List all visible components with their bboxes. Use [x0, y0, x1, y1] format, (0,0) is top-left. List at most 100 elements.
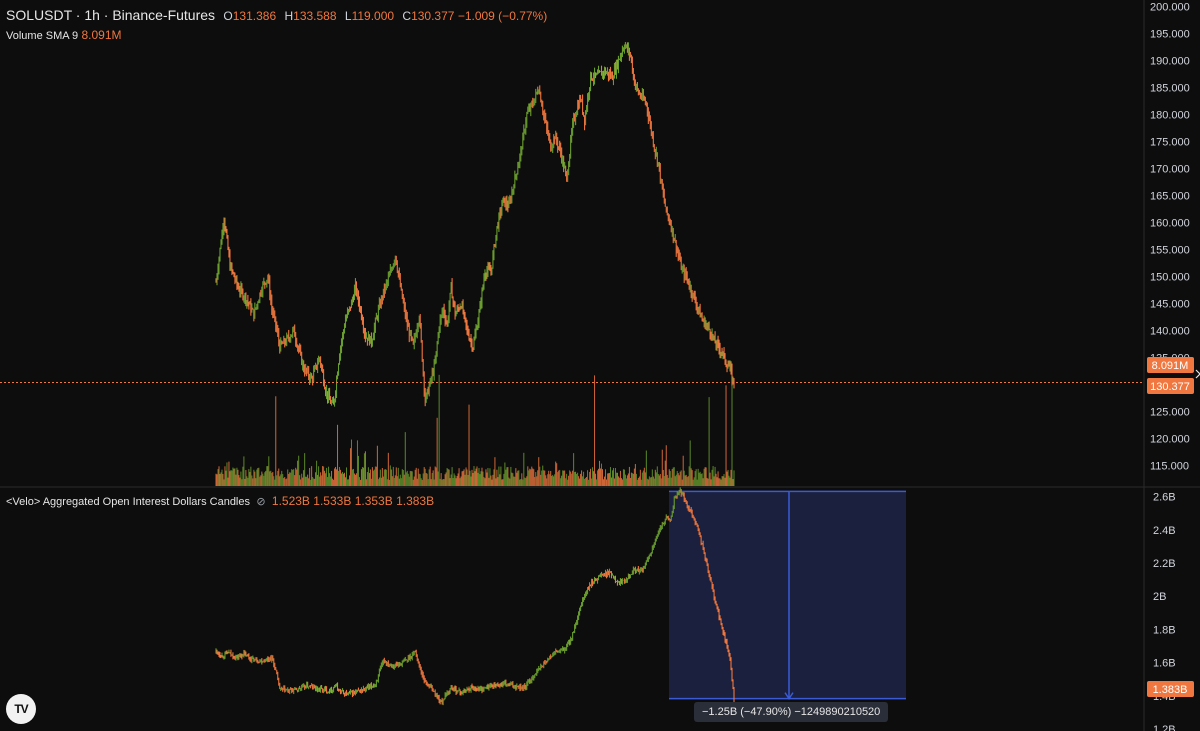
volume-bar — [539, 466, 541, 486]
volume-bar — [374, 466, 376, 486]
volume-bar — [681, 479, 683, 486]
volume-bar — [348, 475, 350, 486]
volume-bar — [341, 473, 343, 486]
volume-bar — [502, 479, 504, 486]
volume-bar — [520, 478, 522, 486]
volume-bar — [603, 479, 605, 486]
volume-bar — [689, 440, 691, 486]
volume-bar — [483, 476, 485, 486]
eye-off-icon[interactable]: ⊘ — [256, 496, 266, 508]
volume-bar — [291, 469, 293, 486]
volume-bar — [240, 471, 242, 486]
volume-bar — [571, 473, 573, 486]
volume-bar — [239, 477, 241, 486]
volume-bar — [220, 472, 222, 486]
volume-bar — [295, 467, 297, 486]
volume-bar — [294, 475, 296, 486]
volume-bar — [477, 472, 479, 486]
volume-bar — [281, 470, 283, 486]
volume-bar — [511, 472, 513, 486]
volume-bar — [309, 467, 311, 486]
volume-bar — [609, 467, 611, 486]
volume-bar — [463, 469, 465, 486]
volume-bar — [651, 469, 653, 486]
volume-bar — [573, 453, 575, 486]
price-tick-label: 200.000 — [1150, 1, 1190, 13]
volume-bar — [717, 471, 719, 486]
volume-bar — [546, 478, 548, 486]
volume-bar — [328, 466, 330, 486]
volume-bar — [540, 474, 542, 486]
volume-bar — [727, 469, 729, 486]
volume-bar — [398, 478, 400, 486]
volume-bar — [367, 467, 369, 486]
volume-bar — [552, 474, 554, 486]
volume-bar — [384, 469, 386, 486]
volume-bar — [377, 479, 379, 486]
volume-bar — [232, 467, 234, 486]
volume-bar — [312, 476, 314, 486]
oi-badge-text: 1.383B — [1153, 684, 1188, 696]
volume-bar — [288, 473, 290, 486]
volume-bar — [465, 467, 467, 486]
measure-tool[interactable] — [669, 490, 906, 700]
volume-bar — [410, 471, 412, 486]
volume-bar — [469, 470, 471, 486]
volume-bar — [521, 473, 523, 486]
volume-bar — [351, 469, 353, 486]
volume-bar — [707, 478, 709, 486]
volume-bar — [505, 469, 507, 486]
price-tick-label: 195.000 — [1150, 28, 1190, 40]
volume-bar — [264, 472, 266, 486]
oi-legend[interactable]: <Velo> Aggregated Open Interest Dollars … — [6, 494, 434, 508]
volume-bar — [406, 470, 408, 486]
symbol-title[interactable]: SOLUSDT · 1h · Binance-Futures — [6, 7, 216, 23]
price-tick-label: 155.000 — [1150, 244, 1190, 256]
volume-bar — [284, 477, 286, 486]
volume-bar — [424, 468, 426, 486]
volume-bar — [613, 478, 615, 486]
volume-bar — [459, 478, 461, 486]
oi-tick-label: 1.6B — [1153, 658, 1176, 670]
volume-legend-value: 8.091M — [81, 28, 122, 42]
volume-bar — [373, 469, 375, 486]
volume-bar — [252, 478, 254, 486]
volume-bar — [470, 476, 472, 486]
volume-bar — [489, 468, 491, 486]
volume-bar — [300, 479, 302, 486]
volume-bar — [597, 470, 599, 486]
measure-box[interactable] — [669, 491, 906, 699]
open-label: O — [223, 9, 233, 23]
volume-bar — [375, 466, 377, 486]
volume-bar — [580, 473, 582, 486]
volume-bar — [441, 479, 443, 486]
volume-bar — [561, 475, 563, 486]
volume-bar — [688, 466, 690, 486]
volume-legend[interactable]: Volume SMA 9 8.091M — [6, 28, 122, 42]
volume-bar — [456, 476, 458, 486]
volume-bar — [420, 478, 422, 486]
tradingview-logo[interactable]: TV — [6, 694, 36, 724]
volume-bar — [259, 476, 261, 486]
volume-bar — [544, 470, 546, 486]
volume-bar — [558, 470, 560, 486]
scroll-right-icon[interactable] — [1195, 369, 1200, 379]
volume-bar — [433, 479, 435, 486]
volume-bar — [292, 469, 294, 486]
symbol-legend[interactable]: SOLUSDT · 1h · Binance-Futures O131.386 … — [6, 7, 547, 23]
volume-bar — [379, 469, 381, 486]
volume-bar — [508, 477, 510, 486]
volume-bar — [525, 478, 527, 486]
volume-bar — [257, 468, 259, 486]
volume-bar — [538, 457, 540, 486]
volume-bar — [647, 479, 649, 486]
price-tick-label: 165.000 — [1150, 190, 1190, 202]
volume-bar — [500, 466, 502, 486]
volume-bar — [258, 467, 260, 486]
volume-bar — [286, 478, 288, 486]
volume-bar — [261, 471, 263, 486]
volume-bar — [472, 473, 474, 486]
volume-bar — [692, 479, 694, 486]
volume-bar — [482, 471, 484, 486]
